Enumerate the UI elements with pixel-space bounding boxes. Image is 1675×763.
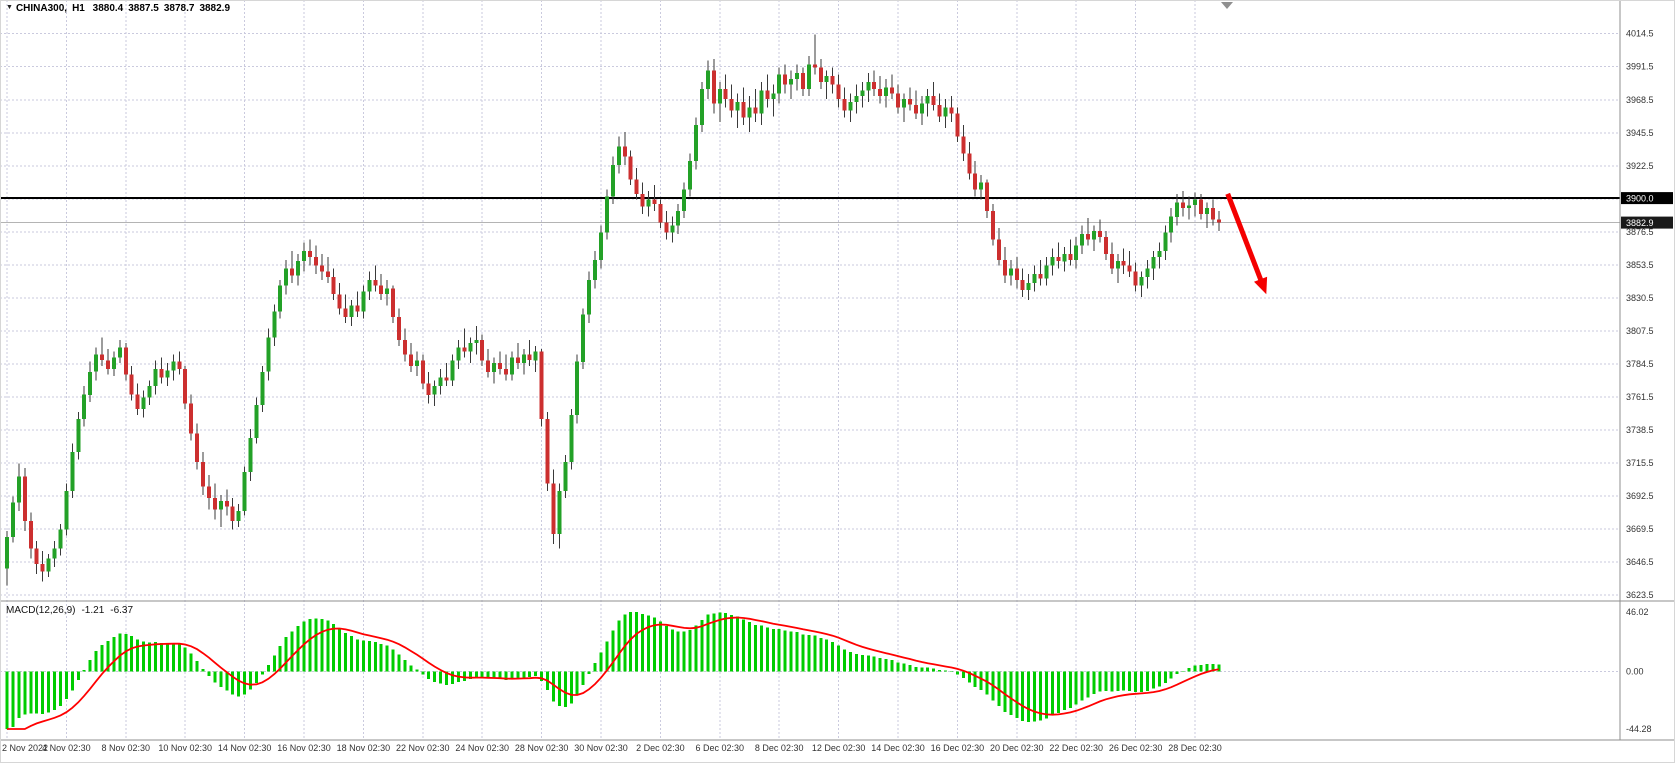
time-tick-label: 2 Dec 02:30 xyxy=(636,743,685,753)
ohlc-low: 3878.7 xyxy=(163,3,195,14)
macd-tick-label: -44.28 xyxy=(1626,724,1652,734)
time-tick-label: 8 Nov 02:30 xyxy=(102,743,151,753)
price-tick-label: 3738.5 xyxy=(1626,425,1654,435)
price-tick-label: 4014.5 xyxy=(1626,29,1654,39)
indicator-label-group: MACD(12,26,9) -1.21 -6.37 xyxy=(6,605,139,616)
time-tick-label: 22 Nov 02:30 xyxy=(396,743,450,753)
trend-arrow-annotation[interactable] xyxy=(1225,192,1268,295)
indicator-value-macd: -1.21 xyxy=(81,605,105,616)
price-tag-hline xyxy=(1621,192,1673,205)
time-tick-label: 10 Nov 02:30 xyxy=(158,743,212,753)
ohlc-open: 3880.4 xyxy=(92,3,124,14)
macd-tick-label: 46.02 xyxy=(1626,607,1649,617)
price-tick-label: 3876.5 xyxy=(1626,227,1654,237)
time-tick-label: 14 Dec 02:30 xyxy=(871,743,925,753)
price-tick-label: 3669.5 xyxy=(1626,524,1654,534)
price-tick-label: 3853.5 xyxy=(1626,260,1654,270)
time-tick-label: 24 Nov 02:30 xyxy=(455,743,509,753)
price-tick-label: 3623.5 xyxy=(1626,590,1654,600)
macd-signal-line xyxy=(7,616,1219,730)
symbol-dropdown-icon[interactable]: ▼ xyxy=(6,4,13,11)
time-tick-label: 12 Dec 02:30 xyxy=(812,743,866,753)
time-tick-label: 22 Dec 02:30 xyxy=(1049,743,1103,753)
price-tick-label: 3991.5 xyxy=(1626,62,1654,72)
price-tick-label: 3945.5 xyxy=(1626,128,1654,138)
symbol-label: CHINA300, xyxy=(15,3,68,14)
timeframe-label: H1 xyxy=(72,3,85,14)
time-tick-label: 20 Dec 02:30 xyxy=(990,743,1044,753)
time-tick-label: 18 Nov 02:30 xyxy=(337,743,391,753)
price-axis[interactable]: 4014.5 3991.5 3968.5 3945.5 3922.5 3876.5 3853… xyxy=(1621,29,1673,600)
price-tag-bid-label: 3882.9 xyxy=(1626,218,1654,228)
time-tick-label: 30 Nov 02:30 xyxy=(574,743,628,753)
price-tick-label: 3922.5 xyxy=(1626,161,1654,171)
price-tick-label: 3646.5 xyxy=(1626,557,1654,567)
indicator-value-signal: -6.37 xyxy=(110,605,134,616)
price-tag-hline-label: 3900.0 xyxy=(1626,194,1654,204)
price-tick-label: 3784.5 xyxy=(1626,359,1654,369)
time-tick-label: 28 Nov 02:30 xyxy=(515,743,569,753)
candles-series xyxy=(5,34,1221,586)
time-tick-label: 8 Dec 02:30 xyxy=(755,743,804,753)
time-tick-label: 16 Dec 02:30 xyxy=(931,743,985,753)
price-tick-label: 3807.5 xyxy=(1626,326,1654,336)
price-tick-label: 3692.5 xyxy=(1626,491,1654,501)
chart-shift-marker[interactable] xyxy=(1221,2,1233,9)
macd-axis[interactable]: 46.02 0.00 -44.28 xyxy=(1626,607,1652,734)
time-tick-label: 4 Nov 02:30 xyxy=(42,743,91,753)
ohlc-close: 3882.9 xyxy=(199,3,231,14)
ohlc-high: 3887.5 xyxy=(128,3,159,14)
time-tick-label: 6 Dec 02:30 xyxy=(696,743,745,753)
price-tag-bid xyxy=(1621,216,1673,229)
time-tick-label: 16 Nov 02:30 xyxy=(277,743,331,753)
price-tick-label: 3830.5 xyxy=(1626,293,1654,303)
chart-header: ▼ CHINA300, H1 3880.4 3887.5 3878.7 3882.9 xyxy=(6,3,235,14)
price-tick-label: 3715.5 xyxy=(1626,458,1654,468)
price-tick-label: 3761.5 xyxy=(1626,392,1654,402)
macd-histogram xyxy=(5,612,1221,729)
grid xyxy=(0,0,1620,740)
time-tick-label: 28 Dec 02:30 xyxy=(1168,743,1222,753)
indicator-name: MACD(12,26,9) xyxy=(6,605,76,616)
macd-tick-label: 0.00 xyxy=(1626,667,1644,677)
time-tick-label: 26 Dec 02:30 xyxy=(1109,743,1163,753)
price-tick-label: 3968.5 xyxy=(1626,95,1654,105)
time-tick-label: 14 Nov 02:30 xyxy=(218,743,272,753)
time-tick-label: 2 Nov 2022 xyxy=(2,743,48,753)
